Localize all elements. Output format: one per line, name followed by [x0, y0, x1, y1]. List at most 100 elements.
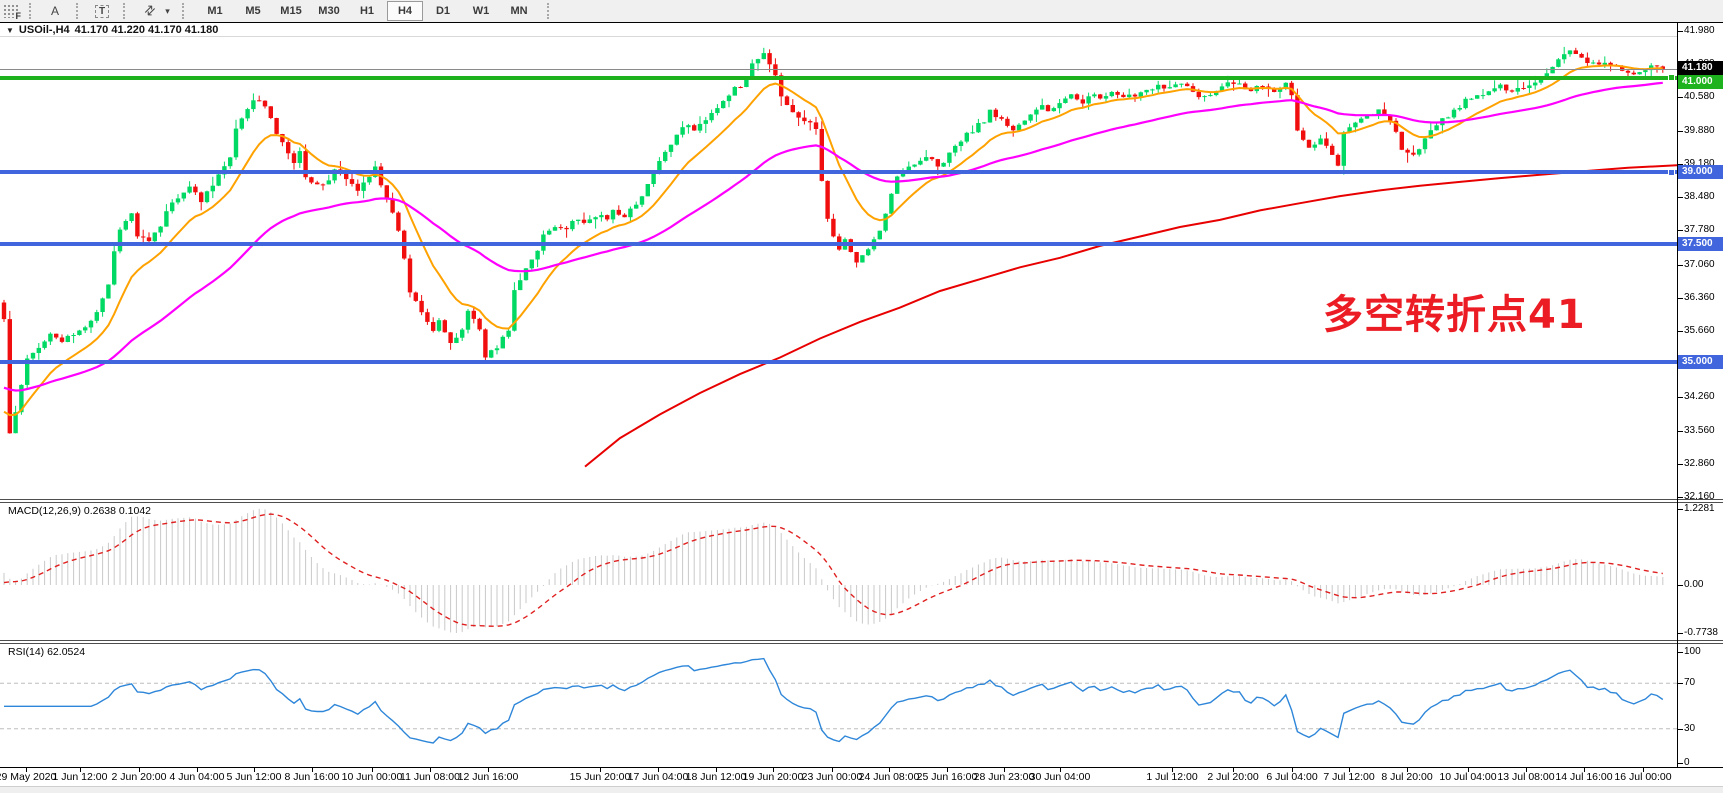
collapse-icon[interactable]: ▼ [6, 25, 14, 35]
horizontal-level-line-35.000[interactable] [0, 360, 1679, 365]
chart-top-border [0, 22, 1723, 23]
time-axis-tick [947, 768, 948, 772]
time-axis-label: 30 Jun 04:00 [1029, 771, 1091, 783]
rsi-tick-mark [1677, 728, 1683, 730]
current-price-line [0, 69, 1677, 70]
time-axis-tick [1292, 768, 1293, 772]
toolbar-grip[interactable] [182, 3, 189, 19]
toolbar-grip[interactable] [76, 3, 83, 19]
time-axis-tick [430, 768, 431, 772]
time-axis-label: 6 Jul 04:00 [1266, 771, 1318, 783]
text-box-tool-icon[interactable]: T [91, 2, 113, 20]
chart-title[interactable]: ▼ USOil-,H4 41.170 41.220 41.170 41.180 [6, 24, 218, 36]
price-tick-mark [1677, 264, 1683, 266]
price-tick-mark [1677, 230, 1683, 232]
price-tick-label: 39.880 [1684, 124, 1715, 136]
toolbar-grip[interactable] [123, 3, 130, 19]
time-axis-label: 11 Jun 08:00 [400, 771, 460, 783]
time-axis-tick [1233, 768, 1234, 772]
macd-indicator-label: MACD(12,26,9) 0.2638 0.1042 [8, 505, 152, 517]
text-label-tool-icon[interactable]: A [50, 4, 59, 18]
macd-signal-line [3, 513, 1663, 627]
time-axis-label: 13 Jul 08:00 [1497, 771, 1555, 783]
arrows-dropdown-caret[interactable]: ▾ [165, 5, 170, 16]
time-axis-label: 4 Jun 04:00 [169, 771, 225, 783]
time-axis-tick [832, 768, 833, 772]
time-axis-label: 18 Jun 12:00 [685, 771, 747, 783]
candlestick-series [1, 46, 1665, 434]
time-axis-tick [312, 768, 313, 772]
grid-field-icon[interactable]: F [3, 4, 21, 21]
price-tick-label: 36.360 [1684, 291, 1715, 303]
timeframe-button-m30[interactable]: M30 [318, 5, 340, 17]
price-tick-label: 32.860 [1684, 457, 1715, 469]
level-line-handle[interactable] [1668, 168, 1675, 176]
ma-slow-line [584, 164, 1677, 468]
timeframe-button-m15[interactable]: M15 [280, 5, 302, 17]
price-tick-label: 35.660 [1684, 324, 1715, 336]
horizontal-level-line-37.500[interactable] [0, 241, 1679, 246]
macd-tick-label: -0.7738 [1684, 627, 1718, 638]
macd-tick-label: 0.00 [1684, 579, 1704, 590]
time-axis-label: 8 Jun 16:00 [284, 771, 340, 783]
time-axis-label: 28 Jun 23:00 [973, 771, 1035, 783]
price-tick-label: 34.260 [1684, 391, 1715, 403]
macd-rsi-separator[interactable] [0, 640, 1723, 644]
level-line-handle[interactable] [1668, 74, 1675, 81]
timeframe-button-group: M1 M5 M15 M30 H1 H4 D1 W1 MN [197, 1, 537, 21]
current-price-box: 41.180 [1678, 61, 1723, 75]
rsi-tick-mark [1677, 763, 1683, 764]
ma-fast-line [3, 64, 1663, 417]
time-axis-tick [1468, 768, 1469, 772]
price-tick-label: 37.780 [1684, 224, 1715, 236]
time-axis-label: 5 Jun 12:00 [226, 771, 282, 783]
level-price-box-41.000: 41.000 [1678, 74, 1723, 89]
timeframe-button-w1[interactable]: W1 [472, 5, 490, 17]
price-tick-label: 40.580 [1684, 91, 1715, 103]
time-axis-tick [26, 768, 27, 772]
timeframe-button-h4[interactable]: H4 [387, 1, 423, 21]
horizontal-level-line-39.000[interactable] [0, 170, 1679, 175]
horizontal-level-line-41.000[interactable] [0, 75, 1679, 80]
ma-mid-line [3, 81, 1663, 392]
price-tick-mark [1677, 430, 1683, 432]
price-tick-mark [1677, 497, 1683, 498]
time-axis-tick [600, 768, 601, 772]
arrows-tool-icon[interactable]: ⇅ [140, 1, 159, 20]
horizontal-scrollbar[interactable] [0, 786, 1723, 793]
toolbar-grip[interactable] [547, 3, 554, 19]
time-axis-label: 1 Jun 12:00 [52, 771, 108, 783]
time-axis-label: 14 Jul 16:00 [1555, 771, 1613, 783]
price-tick-mark [1677, 97, 1683, 99]
time-axis-tick [716, 768, 717, 772]
time-axis-label: 12 Jun 16:00 [457, 771, 519, 783]
time-axis-tick [80, 768, 81, 772]
time-axis-label: 7 Jul 12:00 [1323, 771, 1375, 783]
chart-text-annotation[interactable]: 多空转折点41 [1323, 292, 1586, 338]
timeframe-button-h1[interactable]: H1 [359, 5, 375, 17]
macd-tick-mark [1677, 585, 1683, 586]
price-tick-label: 41.980 [1684, 25, 1715, 36]
timeframe-button-mn[interactable]: MN [510, 5, 528, 17]
rsi-tick-mark [1677, 652, 1683, 653]
timeframe-button-m1[interactable]: M1 [207, 5, 223, 17]
level-price-box-39.000: 39.000 [1678, 165, 1723, 180]
price-tick-mark [1677, 163, 1683, 165]
time-axis-tick [372, 768, 373, 772]
rsi-tick-label: 0 [1684, 757, 1690, 768]
toolbar-grip[interactable] [29, 3, 36, 19]
price-tick-label: 33.560 [1684, 424, 1715, 436]
level-price-box-35.000: 35.000 [1678, 355, 1723, 370]
time-axis-tick [1004, 768, 1005, 772]
price-axis-line [1677, 22, 1678, 767]
time-axis-label: 29 May 2020 [0, 771, 57, 783]
main-macd-separator[interactable] [0, 499, 1723, 503]
time-axis-label: 2 Jul 20:00 [1207, 771, 1259, 783]
timeframe-button-d1[interactable]: D1 [435, 5, 451, 17]
time-axis-label: 10 Jul 04:00 [1439, 771, 1497, 783]
timeframe-button-m5[interactable]: M5 [245, 5, 261, 17]
time-axis-tick [1060, 768, 1061, 772]
price-tick-mark [1677, 297, 1683, 299]
